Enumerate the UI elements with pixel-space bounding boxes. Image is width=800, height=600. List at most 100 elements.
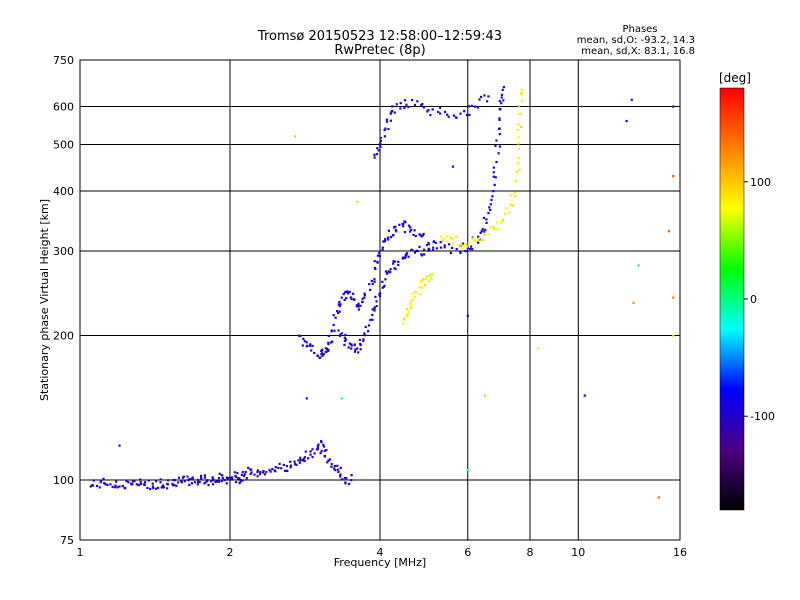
- data-point: [190, 482, 194, 485]
- data-point: [340, 397, 343, 400]
- data-point: [289, 464, 293, 467]
- data-point: [350, 344, 353, 347]
- data-point: [311, 448, 314, 451]
- data-point: [392, 260, 395, 263]
- data-point: [319, 356, 322, 359]
- data-point: [397, 260, 400, 263]
- data-point: [413, 295, 416, 298]
- data-point: [422, 232, 425, 236]
- data-point: [437, 110, 440, 114]
- data-point: [383, 135, 386, 138]
- data-point: [407, 105, 410, 109]
- data-point: [343, 476, 347, 480]
- data-point: [343, 343, 346, 346]
- data-point: [303, 456, 307, 459]
- data-point: [385, 272, 389, 275]
- data-point: [162, 486, 165, 489]
- data-point: [323, 454, 326, 458]
- data-point: [353, 350, 357, 353]
- data-point: [502, 99, 505, 102]
- data-point: [481, 239, 485, 242]
- data-point: [196, 478, 200, 481]
- data-point: [391, 234, 395, 237]
- data-point: [243, 473, 246, 476]
- data-point: [238, 477, 241, 480]
- data-point: [477, 235, 480, 238]
- data-point: [166, 479, 170, 482]
- data-point: [327, 349, 330, 352]
- data-point: [489, 203, 492, 206]
- data-point: [350, 347, 353, 350]
- data-point: [234, 481, 238, 484]
- y-tick-label: 300: [53, 245, 74, 258]
- data-point: [130, 482, 133, 485]
- data-point: [363, 334, 366, 337]
- data-point: [95, 484, 99, 488]
- data-point: [391, 109, 394, 112]
- data-point: [333, 329, 336, 332]
- data-point: [385, 120, 389, 123]
- data-point: [387, 238, 390, 241]
- data-point: [250, 471, 253, 474]
- data-point: [280, 467, 283, 470]
- data-point: [345, 477, 348, 480]
- data-point: [366, 330, 370, 333]
- data-point: [180, 481, 183, 484]
- data-point: [326, 348, 329, 351]
- data-point: [452, 242, 455, 245]
- data-point: [91, 484, 95, 487]
- data-point: [331, 340, 334, 343]
- data-point: [428, 280, 431, 283]
- data-point: [339, 475, 342, 478]
- data-point: [359, 343, 362, 347]
- data-point: [343, 336, 346, 339]
- data-point: [375, 153, 379, 156]
- data-point: [443, 246, 446, 249]
- data-point: [204, 481, 207, 484]
- data-point: [397, 263, 400, 267]
- data-point: [468, 105, 471, 108]
- data-point: [517, 162, 520, 165]
- data-point: [321, 352, 324, 355]
- data-point: [373, 306, 376, 309]
- data-point: [492, 190, 495, 193]
- data-point: [406, 312, 410, 315]
- data-point: [114, 486, 117, 489]
- data-point: [498, 118, 501, 122]
- data-point: [118, 485, 121, 488]
- data-point: [421, 102, 424, 106]
- data-point: [409, 302, 412, 306]
- data-point: [373, 280, 376, 283]
- data-point: [373, 156, 376, 159]
- data-point: [459, 242, 463, 245]
- data-point: [498, 117, 501, 120]
- data-point: [293, 135, 297, 138]
- data-point: [301, 344, 304, 347]
- data-point: [302, 457, 305, 461]
- data-point: [445, 113, 449, 116]
- data-point: [99, 481, 102, 484]
- data-point: [480, 239, 483, 242]
- data-point: [217, 480, 221, 483]
- data-point: [447, 243, 451, 246]
- data-point: [262, 469, 265, 473]
- data-point: [349, 296, 352, 299]
- data-point: [309, 453, 312, 456]
- data-point: [420, 254, 424, 257]
- data-point: [233, 471, 236, 474]
- data-point: [328, 458, 331, 461]
- data-point: [334, 316, 337, 319]
- data-point: [244, 470, 247, 474]
- data-point: [356, 200, 359, 203]
- data-point: [215, 480, 219, 483]
- data-point: [379, 145, 382, 148]
- data-point: [100, 479, 103, 482]
- data-point: [116, 486, 119, 489]
- data-point: [403, 99, 407, 102]
- data-point: [340, 332, 344, 335]
- data-point: [358, 338, 361, 341]
- data-point: [336, 464, 339, 467]
- data-point: [289, 460, 292, 463]
- data-point: [327, 343, 330, 346]
- data-point: [373, 309, 376, 312]
